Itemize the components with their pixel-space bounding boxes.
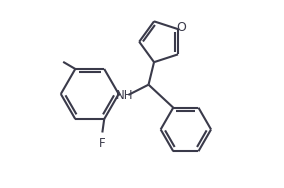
Text: NH: NH xyxy=(116,89,133,102)
Text: F: F xyxy=(99,137,106,150)
Text: O: O xyxy=(176,21,186,34)
